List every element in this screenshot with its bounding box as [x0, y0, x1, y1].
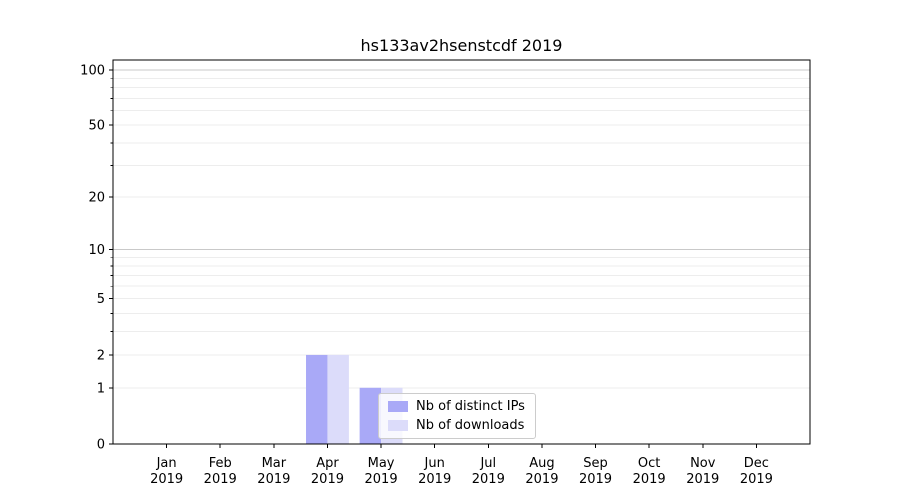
x-tick-label-month: Feb: [209, 456, 232, 471]
x-tick-label-year: 2019: [472, 472, 505, 487]
x-tick-label-month: Mar: [262, 456, 287, 471]
y-tick-label: 5: [97, 292, 105, 307]
legend-item-downloads: Nb of downloads: [388, 418, 525, 433]
x-tick-label-year: 2019: [204, 472, 237, 487]
x-tick-label-month: Oct: [638, 456, 660, 471]
x-tick-label-month: Apr: [316, 456, 339, 471]
legend-swatch-downloads: [388, 420, 408, 431]
y-tick-label: 2: [97, 348, 105, 363]
y-tick-label: 10: [88, 243, 105, 258]
x-tick-label-year: 2019: [150, 472, 183, 487]
x-tick-label-month: Nov: [690, 456, 716, 471]
x-tick-label-month: Aug: [529, 456, 554, 471]
y-tick-label: 0: [97, 438, 105, 453]
axes-frame: [112, 59, 811, 445]
x-tick-label-year: 2019: [257, 472, 290, 487]
legend: Nb of distinct IPs Nb of downloads: [378, 393, 536, 439]
x-tick-label-year: 2019: [418, 472, 451, 487]
y-tick-label: 20: [88, 191, 105, 206]
x-tick-label-year: 2019: [633, 472, 666, 487]
bar-distinct-ips-may: [359, 387, 382, 444]
x-tick-label-year: 2019: [525, 472, 558, 487]
legend-label-distinct-ips: Nb of distinct IPs: [416, 399, 525, 414]
x-tick-label-year: 2019: [740, 472, 773, 487]
x-tick-label-month: May: [368, 456, 395, 471]
x-tick-label-month: Sep: [583, 456, 608, 471]
chart-title: hs133av2hsenstcdf 2019: [360, 36, 563, 55]
legend-item-distinct-ips: Nb of distinct IPs: [388, 399, 525, 414]
x-tick-label-year: 2019: [686, 472, 719, 487]
x-tick-label-year: 2019: [311, 472, 344, 487]
x-tick-label-month: Jan: [156, 456, 177, 471]
x-tick-label-year: 2019: [579, 472, 612, 487]
x-tick-label-month: Jul: [479, 456, 496, 471]
y-tick-label: 1: [97, 381, 105, 396]
y-tick-label: 50: [88, 119, 105, 134]
bar-distinct-ips-apr: [306, 354, 328, 444]
legend-swatch-distinct-ips: [388, 401, 408, 412]
legend-label-downloads: Nb of downloads: [416, 418, 525, 433]
x-tick-label-year: 2019: [365, 472, 398, 487]
y-tick-label: 100: [80, 63, 105, 78]
bar-downloads-apr: [327, 354, 349, 444]
x-tick-label-month: Dec: [744, 456, 769, 471]
x-tick-label-month: Jun: [424, 456, 445, 471]
